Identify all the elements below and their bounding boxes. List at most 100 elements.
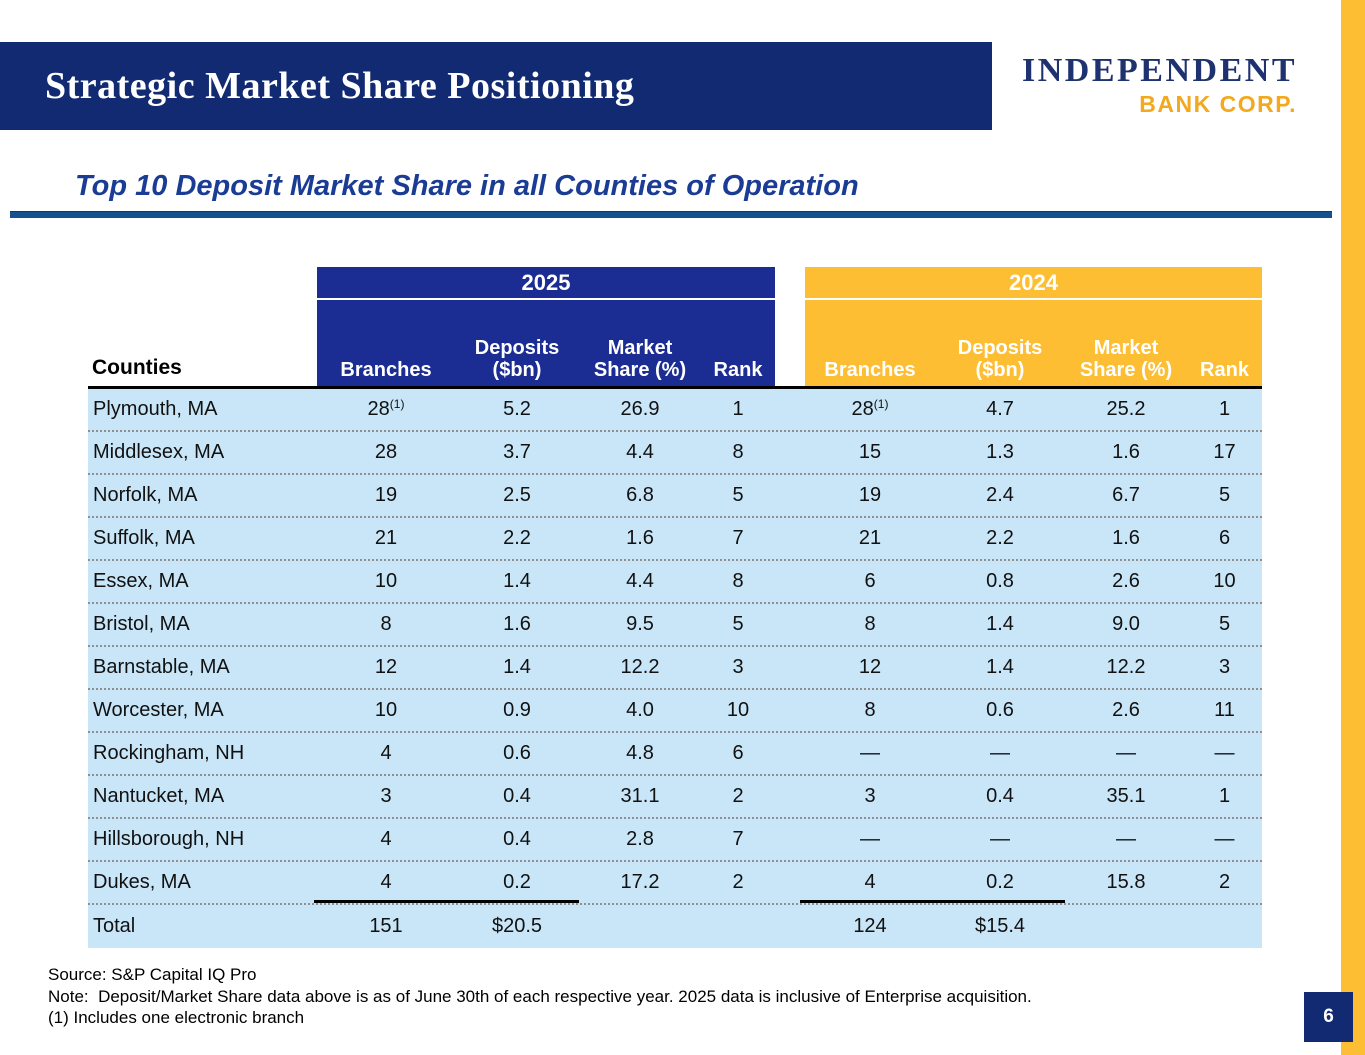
table-row: Suffolk, MA 21 2.2 1.6 7 21 2.2 1.6 6: [88, 518, 1262, 561]
deposits-2024-cell: 0.2: [986, 871, 1014, 893]
branches-2024-cell: 28(1): [851, 397, 889, 420]
rank-2024-cell: 2: [1218, 871, 1231, 893]
branches-2025-cell: 21: [374, 527, 398, 549]
share-2024-cell: 2.6: [1112, 699, 1140, 721]
page-number-badge: 6: [1304, 992, 1353, 1042]
rank-2024-cell: —: [1214, 742, 1235, 764]
rank-2025-cell: 2: [732, 785, 744, 807]
deposits-2024-cell: 1.4: [986, 613, 1014, 635]
table-row: Plymouth, MA 28(1) 5.2 26.9 1 28(1) 4.7 …: [88, 389, 1262, 432]
branches-2025-cell: 151: [369, 915, 403, 937]
deposits-2025-cell: 0.9: [503, 699, 531, 721]
source-note: Source: S&P Capital IQ Pro: [48, 965, 257, 984]
rank-2024-cell: 1: [1218, 398, 1231, 420]
branches-2024-cell: 6: [864, 570, 876, 592]
county-cell: Essex, MA: [93, 570, 189, 592]
right-edge-stripe: [1341, 0, 1365, 1055]
table-row: Worcester, MA 10 0.9 4.0 10 8 0.6 2.6 11: [88, 690, 1262, 733]
rank-2024-cell: 5: [1218, 613, 1231, 635]
deposits-2025-cell: 0.6: [503, 742, 531, 764]
page-number: 6: [1323, 1006, 1334, 1027]
deposits-2025-cell: 2.5: [503, 484, 531, 506]
subtotal-rule-2024: [800, 900, 1065, 903]
branches-column-header: Branches: [340, 359, 432, 381]
year-2025-label: 2025: [317, 267, 775, 300]
year-2024-column-headers: Branches Deposits ($bn) Market Share (%)…: [805, 300, 1262, 386]
deposits-2025-cell: 3.7: [503, 441, 531, 463]
share-2025-cell: 4.4: [626, 441, 654, 463]
share-2025-cell: 12.2: [620, 656, 660, 678]
share-2025-cell: 31.1: [620, 785, 660, 807]
branches-2024-cell: 124: [853, 915, 887, 937]
county-cell: Middlesex, MA: [93, 441, 225, 463]
deposits-2025-cell: $20.5: [491, 915, 543, 937]
share-2024-cell: —: [1116, 742, 1136, 764]
rank-2024-cell: —: [1214, 828, 1235, 850]
rank-2025-cell: 7: [732, 527, 744, 549]
branches-2024-cell: 12: [858, 656, 882, 678]
footnote-marker: (1): [873, 397, 889, 411]
deposits-2024-cell: —: [990, 828, 1010, 850]
deposits-column-header: Deposits ($bn): [474, 337, 560, 381]
deposits-2024-cell: 0.4: [986, 785, 1014, 807]
rank-column-header: Rank: [1200, 359, 1249, 381]
title-bar: Strategic Market Share Positioning: [0, 42, 992, 130]
share-2025-cell: 4.8: [626, 742, 654, 764]
rank-2025-cell: 8: [732, 441, 744, 463]
deposits-2024-cell: 2.4: [986, 484, 1014, 506]
deposits-2025-cell: 5.2: [503, 398, 531, 420]
county-cell: Worcester, MA: [93, 699, 224, 721]
rank-2024-cell: 1: [1218, 785, 1231, 807]
share-2025-cell: 9.5: [626, 613, 654, 635]
county-cell: Bristol, MA: [93, 613, 190, 635]
table-row: Norfolk, MA 19 2.5 6.8 5 19 2.4 6.7 5: [88, 475, 1262, 518]
deposits-2025-cell: 1.4: [503, 656, 531, 678]
rank-2025-cell: 1: [732, 398, 744, 420]
rank-2025-cell: 6: [732, 742, 744, 764]
slide-title: Strategic Market Share Positioning: [45, 65, 635, 107]
rank-2025-cell: 5: [732, 484, 744, 506]
branches-2024-cell: 19: [858, 484, 882, 506]
deposits-2024-cell: 1.3: [986, 441, 1014, 463]
rank-2025-cell: 8: [732, 570, 744, 592]
share-2024-cell: 1.6: [1112, 527, 1140, 549]
branches-2025-cell: 10: [374, 570, 398, 592]
table-body: Plymouth, MA 28(1) 5.2 26.9 1 28(1) 4.7 …: [88, 389, 1262, 948]
subtotal-rule-2025: [314, 900, 579, 903]
county-cell: Suffolk, MA: [93, 527, 195, 549]
county-cell: Barnstable, MA: [93, 656, 230, 678]
table-row: Barnstable, MA 12 1.4 12.2 3 12 1.4 12.2…: [88, 647, 1262, 690]
county-cell: Dukes, MA: [93, 871, 191, 893]
share-2024-cell: —: [1116, 828, 1136, 850]
deposits-2024-cell: 1.4: [986, 656, 1014, 678]
share-2024-cell: 25.2: [1106, 398, 1146, 420]
subtitle-divider: [10, 211, 1332, 218]
branches-2025-cell: 10: [374, 699, 398, 721]
share-2025-cell: 17.2: [620, 871, 660, 893]
rank-column-header: Rank: [713, 359, 763, 381]
branches-column-header: Branches: [824, 359, 916, 381]
deposits-2025-cell: 1.6: [503, 613, 531, 635]
slide-subtitle: Top 10 Deposit Market Share in all Count…: [75, 170, 859, 202]
county-cell: Total: [93, 915, 136, 937]
deposits-2025-cell: 0.2: [503, 871, 531, 893]
branches-2025-cell: 28: [374, 441, 398, 463]
deposits-2025-cell: 0.4: [503, 785, 531, 807]
branches-2024-cell: 8: [864, 613, 876, 635]
deposits-2024-cell: 0.8: [986, 570, 1014, 592]
share-2024-cell: 1.6: [1112, 441, 1140, 463]
share-2024-cell: 2.6: [1112, 570, 1140, 592]
branches-2025-cell: 4: [380, 828, 392, 850]
branches-2025-cell: 3: [380, 785, 392, 807]
share-2024-cell: 15.8: [1106, 871, 1146, 893]
rank-2024-cell: 3: [1218, 656, 1231, 678]
rank-2024-cell: 17: [1213, 441, 1236, 463]
branches-2024-cell: 4: [864, 871, 876, 893]
share-2025-cell: 6.8: [626, 484, 654, 506]
logo-company-suffix: BANK CORP.: [1139, 91, 1297, 117]
deposits-2024-cell: 2.2: [986, 527, 1014, 549]
table-row: Bristol, MA 8 1.6 9.5 5 8 1.4 9.0 5: [88, 604, 1262, 647]
deposits-2024-cell: 0.6: [986, 699, 1014, 721]
table-header: Counties 2025 Branches Deposits ($bn) Ma…: [88, 267, 1262, 389]
